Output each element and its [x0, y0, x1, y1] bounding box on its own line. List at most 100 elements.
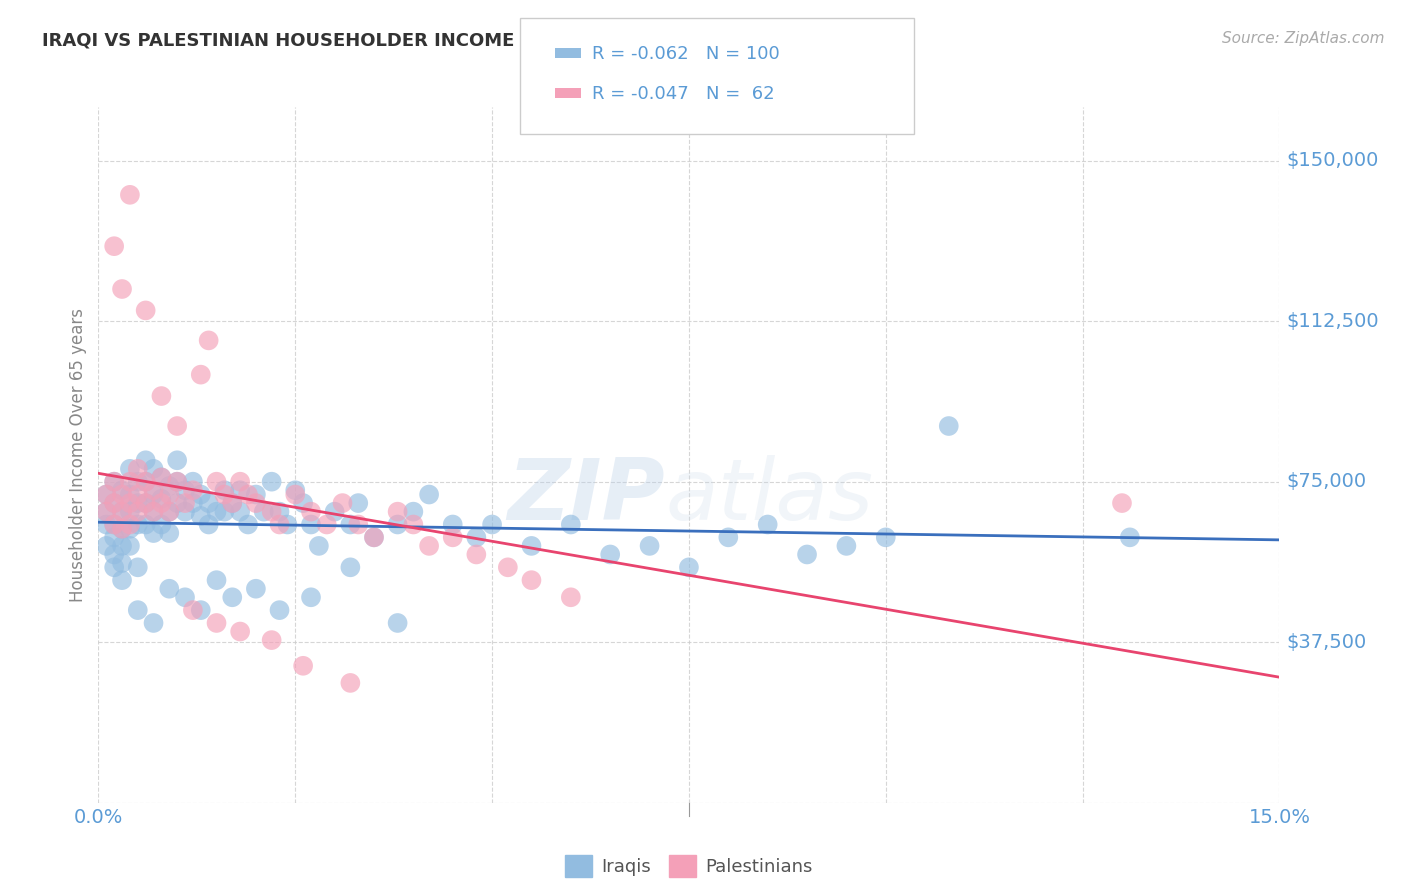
- Point: [157, 526, 180, 541]
- Point: [229, 475, 252, 489]
- Point: [245, 496, 267, 510]
- Point: [181, 603, 204, 617]
- Point: [142, 505, 165, 519]
- Point: [103, 548, 125, 562]
- Point: [229, 483, 252, 498]
- Point: [135, 453, 157, 467]
- Point: [118, 517, 141, 532]
- Point: [111, 573, 134, 587]
- Point: [142, 615, 165, 630]
- Point: [441, 517, 464, 532]
- Text: ZIP: ZIP: [508, 455, 665, 538]
- Point: [103, 496, 125, 510]
- Point: [103, 496, 125, 510]
- Point: [127, 517, 149, 532]
- Point: [103, 475, 125, 489]
- Point: [103, 239, 125, 253]
- Point: [142, 487, 165, 501]
- Text: IRAQI VS PALESTINIAN HOUSEHOLDER INCOME OVER 65 YEARS CORRELATION CHART: IRAQI VS PALESTINIAN HOUSEHOLDER INCOME …: [42, 31, 900, 49]
- Point: [135, 517, 157, 532]
- Point: [560, 591, 582, 605]
- Point: [111, 505, 134, 519]
- Point: [308, 539, 330, 553]
- Point: [96, 517, 118, 532]
- Point: [315, 517, 337, 532]
- Point: [166, 453, 188, 467]
- Point: [339, 517, 361, 532]
- Point: [157, 505, 180, 519]
- Point: [103, 517, 125, 532]
- Point: [190, 487, 212, 501]
- Point: [299, 517, 322, 532]
- Point: [118, 539, 141, 553]
- Point: [111, 487, 134, 501]
- Point: [205, 615, 228, 630]
- Point: [284, 487, 307, 501]
- Point: [875, 530, 897, 544]
- Point: [190, 508, 212, 523]
- Point: [465, 530, 488, 544]
- Point: [103, 560, 125, 574]
- Point: [276, 517, 298, 532]
- Point: [299, 505, 322, 519]
- Point: [118, 505, 141, 519]
- Point: [150, 491, 173, 506]
- Point: [157, 582, 180, 596]
- Point: [260, 475, 283, 489]
- Point: [292, 658, 315, 673]
- Point: [214, 483, 236, 498]
- Point: [103, 517, 125, 532]
- Point: [96, 505, 118, 519]
- Point: [717, 530, 740, 544]
- Point: [127, 475, 149, 489]
- Point: [166, 475, 188, 489]
- Point: [221, 496, 243, 510]
- Point: [599, 548, 621, 562]
- Point: [142, 526, 165, 541]
- Point: [205, 475, 228, 489]
- Text: $150,000: $150,000: [1286, 151, 1379, 170]
- Point: [938, 419, 960, 434]
- Point: [111, 522, 134, 536]
- Point: [796, 548, 818, 562]
- Point: [174, 483, 197, 498]
- Point: [205, 573, 228, 587]
- Point: [363, 530, 385, 544]
- Point: [236, 487, 259, 501]
- Point: [520, 539, 543, 553]
- Point: [135, 496, 157, 510]
- Point: [111, 539, 134, 553]
- Point: [118, 475, 141, 489]
- Point: [269, 517, 291, 532]
- Point: [221, 591, 243, 605]
- Point: [111, 556, 134, 570]
- Point: [166, 475, 188, 489]
- Point: [214, 505, 236, 519]
- Point: [260, 505, 283, 519]
- Text: $112,500: $112,500: [1286, 311, 1379, 331]
- Point: [118, 487, 141, 501]
- Text: R = -0.062   N = 100: R = -0.062 N = 100: [592, 45, 780, 62]
- Point: [135, 475, 157, 489]
- Text: Source: ZipAtlas.com: Source: ZipAtlas.com: [1222, 31, 1385, 46]
- Point: [245, 487, 267, 501]
- Point: [181, 496, 204, 510]
- Point: [323, 505, 346, 519]
- Point: [387, 505, 409, 519]
- Point: [127, 487, 149, 501]
- Point: [157, 487, 180, 501]
- Point: [127, 603, 149, 617]
- Point: [96, 487, 118, 501]
- Point: [284, 483, 307, 498]
- Text: $75,000: $75,000: [1286, 472, 1367, 491]
- Point: [181, 475, 204, 489]
- Point: [127, 560, 149, 574]
- Point: [197, 496, 219, 510]
- Point: [299, 591, 322, 605]
- Point: [142, 483, 165, 498]
- Point: [496, 560, 519, 574]
- Point: [96, 487, 118, 501]
- Point: [157, 505, 180, 519]
- Point: [363, 530, 385, 544]
- Point: [150, 470, 173, 484]
